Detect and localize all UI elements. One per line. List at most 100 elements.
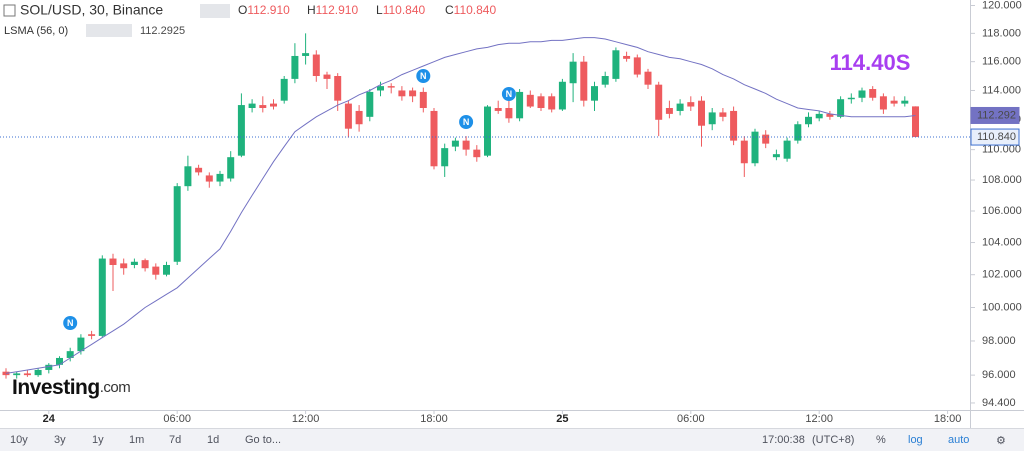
candle-body: [280, 78, 288, 101]
candle-body: [377, 86, 384, 91]
toolbar: 10y 3y 1y 1m 7d 1d Go to... 17:00:38 (UT…: [0, 428, 1024, 451]
y-tick-label: 116.000: [982, 56, 1021, 68]
auto-button[interactable]: auto: [948, 434, 970, 446]
y-tick-label: 102.000: [982, 269, 1022, 281]
candle-body: [227, 157, 235, 179]
ohlc-letter: O: [238, 3, 247, 17]
candle-body: [419, 91, 427, 109]
candle-body: [387, 86, 395, 88]
settings-button[interactable]: ⚙: [996, 435, 1006, 447]
candle-body: [644, 71, 652, 85]
candle-body: [152, 266, 160, 275]
candle-body: [45, 364, 53, 370]
candle-body: [665, 108, 673, 114]
candle-body: [88, 334, 96, 336]
y-tick-label: 114.000: [982, 84, 1021, 96]
legend-buttons[interactable]: [200, 4, 230, 18]
range-button[interactable]: 1m: [129, 434, 145, 446]
ohlc-letter: C: [445, 3, 454, 17]
ohlc-value: 110.840: [383, 3, 426, 17]
study-buttons[interactable]: [86, 24, 132, 37]
candle-body: [109, 258, 117, 265]
y-tick-label: 118.000: [982, 27, 1021, 39]
candle-body: [708, 112, 716, 125]
x-tick-label: 24: [43, 413, 56, 425]
candle-body: [601, 76, 609, 85]
y-tick-label: 106.000: [982, 205, 1022, 217]
candle-body: [912, 106, 919, 138]
candle-body: [205, 175, 213, 182]
candle-body: [730, 110, 738, 141]
ohlc-legend: H112.910: [307, 3, 358, 17]
event-label: N: [67, 318, 74, 328]
timezone[interactable]: (UTC+8): [812, 434, 855, 446]
candle-body: [163, 264, 170, 275]
symbol: SOL/USD, 30, Binance: [20, 2, 163, 18]
range-button[interactable]: 10y: [10, 434, 28, 446]
candle-body: [77, 337, 85, 352]
candle-body: [890, 100, 898, 104]
x-tick-label: 12:00: [805, 413, 833, 425]
candle-body: [826, 113, 834, 117]
candle-body: [355, 110, 363, 125]
candle-body: [655, 84, 663, 120]
ohlc-value: 110.840: [454, 3, 497, 17]
chart: SOL/USD, 30, Binance LSMA (56, 0) 112.29…: [0, 0, 1024, 428]
candle-body: [173, 186, 181, 262]
candle-body: [879, 96, 887, 110]
study-value: 112.2925: [140, 25, 185, 37]
candle-body: [623, 55, 631, 59]
price-tag-label: 110.840: [977, 131, 1016, 143]
candle-body: [184, 166, 192, 187]
event-label: N: [463, 117, 470, 127]
candle-body: [719, 112, 727, 117]
log-button[interactable]: log: [908, 434, 923, 446]
candle-body: [56, 357, 63, 365]
candle-body: [259, 105, 267, 109]
candle-body: [291, 55, 299, 79]
candle-body: [869, 89, 877, 98]
candle-body: [473, 149, 481, 158]
candle-body: [366, 91, 374, 117]
candle-body: [237, 105, 245, 156]
candle-body: [23, 373, 31, 376]
x-tick-label: 12:00: [292, 413, 320, 425]
ohlc-value: 112.910: [247, 3, 290, 17]
range-button[interactable]: 1y: [92, 434, 104, 446]
ohlc-legend: C110.840: [445, 3, 496, 17]
candle-body: [676, 103, 684, 111]
candle-body: [580, 61, 588, 101]
candle-body: [494, 108, 502, 111]
candle-body: [120, 263, 128, 269]
candle-body: [98, 258, 106, 336]
percent-button[interactable]: %: [876, 434, 886, 446]
candle-body: [815, 113, 823, 119]
range-button[interactable]: 7d: [169, 434, 182, 446]
candle-body: [751, 131, 759, 164]
event-marker: [63, 316, 78, 330]
candle-body: [451, 140, 459, 147]
candle-body: [762, 134, 770, 144]
candle-body: [13, 373, 21, 376]
candle-body: [270, 103, 277, 107]
symbol-icon[interactable]: [3, 4, 16, 17]
annotation: 114.40S: [830, 50, 911, 75]
price-tag-label: 112.292: [977, 109, 1016, 121]
range-button[interactable]: 3y: [54, 434, 66, 446]
candle-body: [344, 103, 352, 129]
candle-body: [901, 100, 909, 104]
candle-body: [783, 140, 791, 159]
candle-body: [569, 61, 577, 84]
candle-body: [195, 167, 203, 173]
goto-button[interactable]: Go to...: [245, 434, 282, 446]
study-name: LSMA (56, 0): [4, 25, 68, 37]
range-button[interactable]: 1d: [207, 434, 220, 446]
candle-body: [558, 81, 566, 110]
y-tick-label: 104.000: [982, 236, 1022, 248]
candle-body: [548, 96, 556, 110]
candle-body: [66, 351, 74, 358]
clock: 17:00:38: [762, 434, 805, 446]
candle-body: [687, 102, 695, 107]
watermark: Investing.com: [12, 376, 130, 399]
